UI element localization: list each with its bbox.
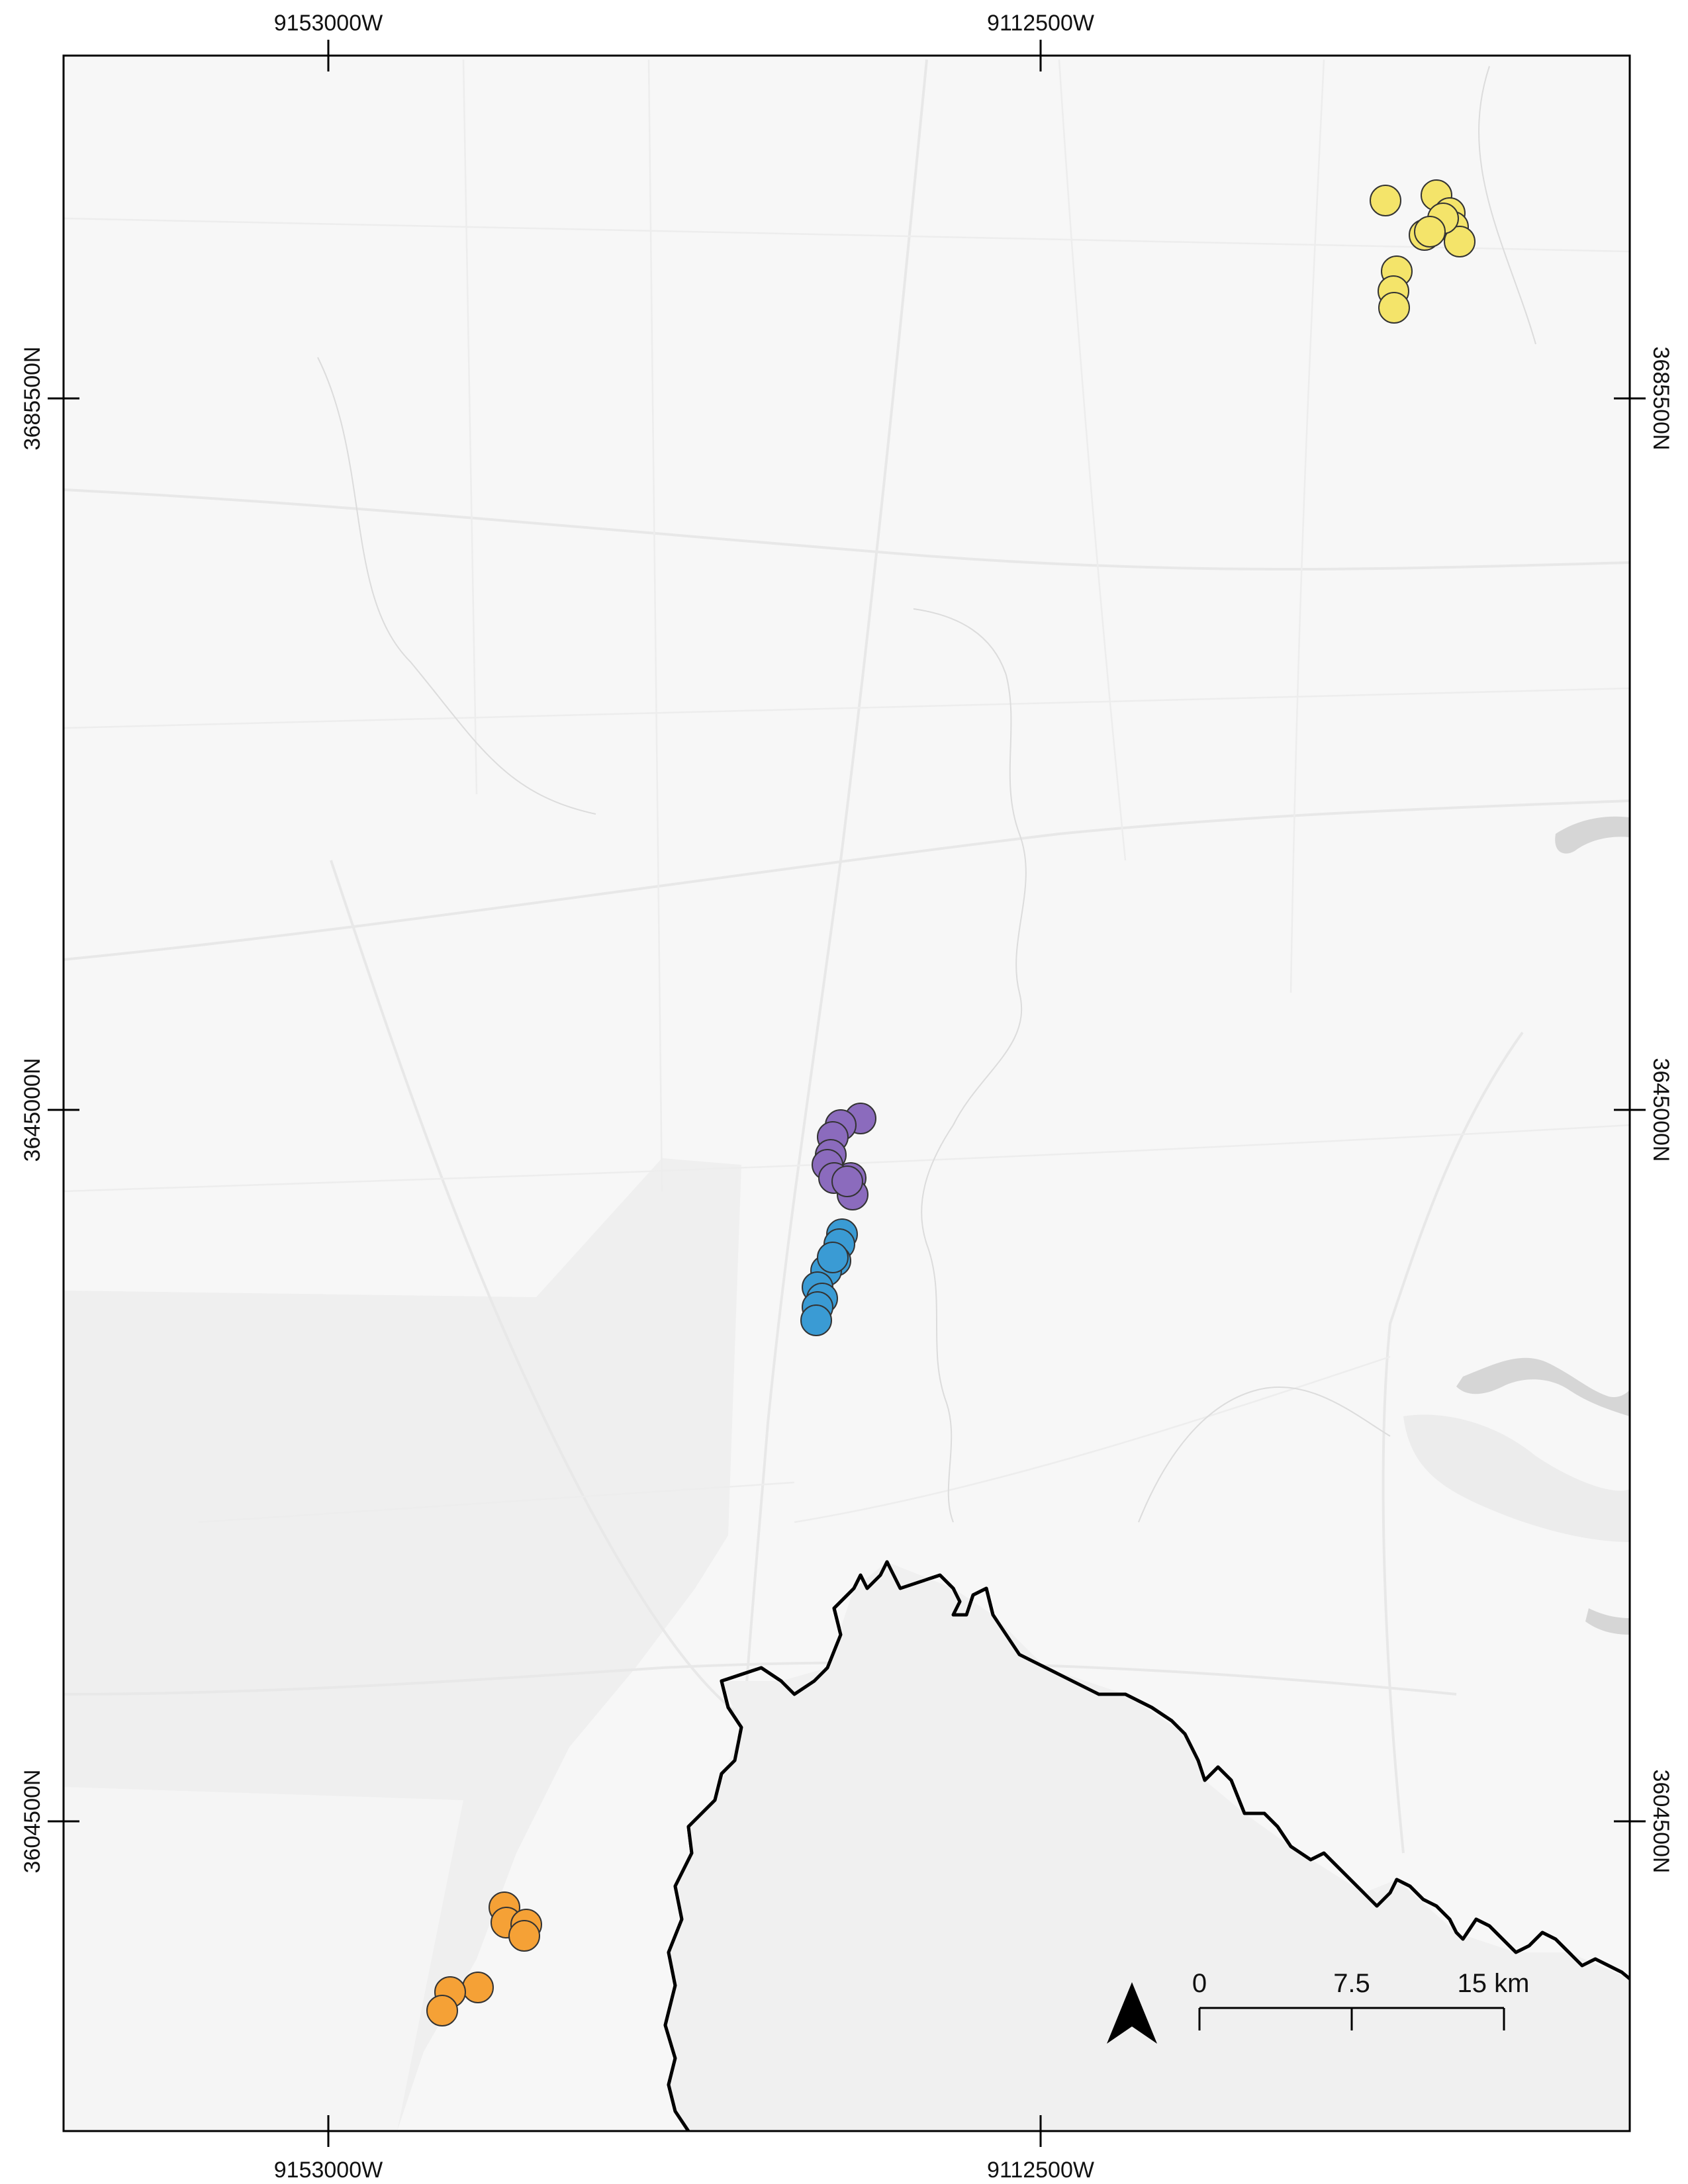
left-tick-label-2: 3645000N <box>20 1058 45 1162</box>
purple-cluster <box>812 1103 876 1210</box>
bottom-tick-label-2: 9112500W <box>987 2158 1094 2183</box>
scale-bar <box>1198 2007 1505 2030</box>
orange-cluster-point-7[interactable] <box>426 1995 458 2026</box>
blue-cluster-point-8[interactable] <box>800 1304 832 1336</box>
map-frame <box>62 54 1631 2132</box>
scale-label-15-km: 15 km <box>1458 1969 1530 1998</box>
purple-cluster-point-9[interactable] <box>831 1165 863 1197</box>
blue-cluster-point-9[interactable] <box>817 1242 849 1273</box>
yellow-cluster-point-1[interactable] <box>1370 185 1401 216</box>
estuary-south <box>1585 1608 1630 1635</box>
axis-ticks <box>48 40 1646 2147</box>
right-tick-label-2: 3645000N <box>1648 1058 1673 1162</box>
southern-zone <box>665 1562 1630 2131</box>
yellow-cluster <box>1370 179 1476 324</box>
orange-cluster-point-4[interactable] <box>508 1920 540 1952</box>
boundary-line-top <box>663 1560 1630 2131</box>
scale-label-0: 0 <box>1192 1969 1207 1998</box>
right-tick-label-3: 3604500N <box>1648 1770 1673 1874</box>
yellow-cluster-point-6[interactable] <box>1444 226 1476 257</box>
orange-cluster <box>426 1891 542 2026</box>
north-arrow-icon <box>1107 1982 1157 2044</box>
minor-roads <box>64 59 1630 1524</box>
top-tick-label-2: 9112500W <box>987 11 1094 36</box>
scale-label-7-5: 7.5 <box>1333 1969 1370 1998</box>
river-channel <box>1456 1357 1630 1416</box>
right-tick-label-1: 3685500N <box>1648 347 1673 451</box>
map-panel[interactable]: 0 7.5 15 km <box>64 56 1630 2131</box>
orange-cluster-point-5[interactable] <box>462 1972 494 2003</box>
observation-points <box>426 179 1476 2026</box>
left-tick-label-1: 3685500N <box>20 347 45 451</box>
yellow-cluster-point-11[interactable] <box>1414 216 1446 248</box>
blue-cluster <box>800 1218 858 1336</box>
yellow-cluster-point-9[interactable] <box>1378 292 1410 324</box>
bottom-tick-label-1: 9153000W <box>274 2158 383 2183</box>
land-region-bottom <box>64 1787 463 2131</box>
left-tick-label-3: 3604500N <box>20 1770 45 1874</box>
estuary-north <box>1555 816 1630 854</box>
marsh-area <box>1403 1414 1630 1542</box>
top-tick-label-1: 9153000W <box>274 11 383 36</box>
streams <box>317 66 1536 1523</box>
